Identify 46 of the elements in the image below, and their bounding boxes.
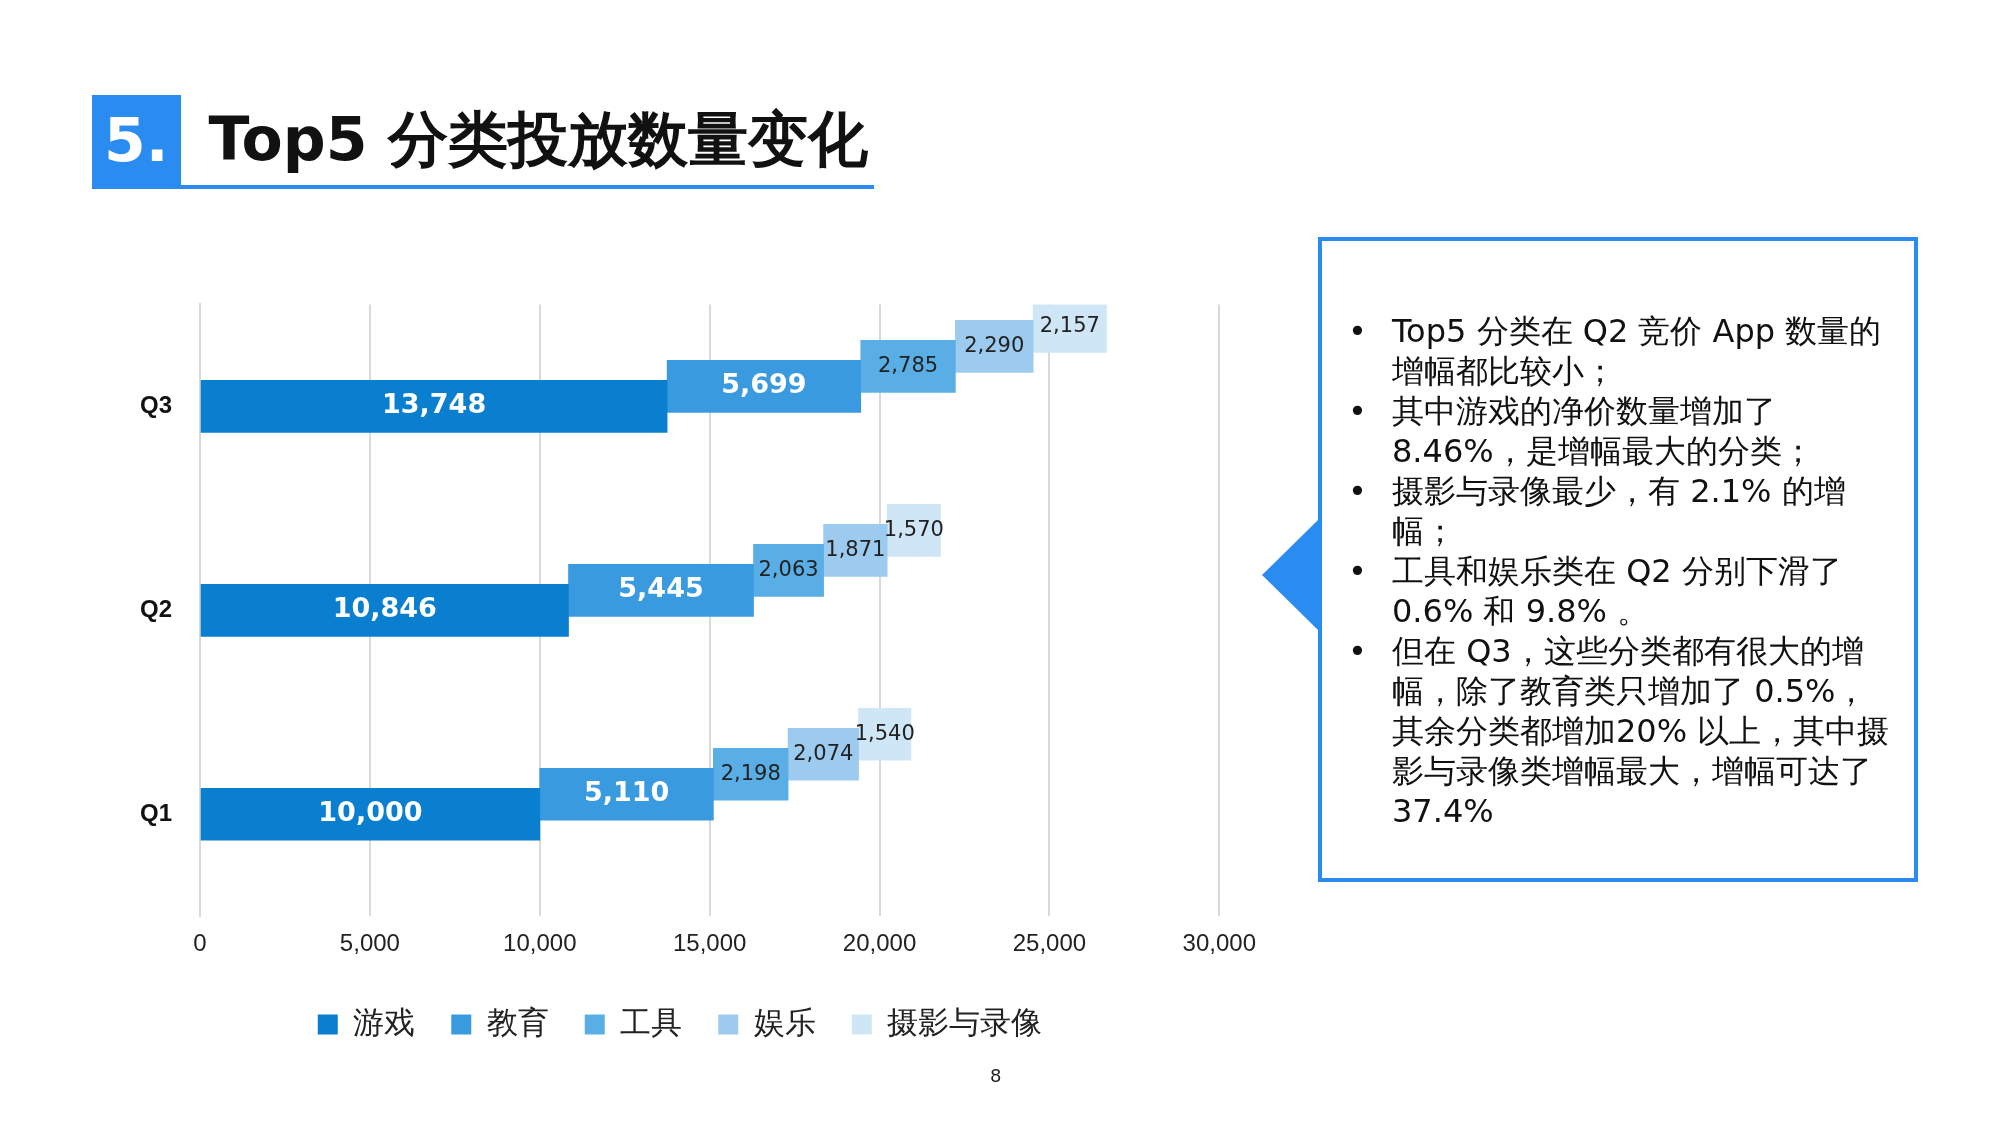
bar (823, 523, 888, 577)
legend-label: 游戏 (353, 1005, 416, 1041)
bar (200, 583, 569, 637)
text: • 摄影与录像最少，有 2.1% 的增幅； (1348, 471, 1847, 551)
data-label: 2,074 (793, 740, 854, 765)
bar (860, 340, 956, 393)
text: • 工具和娱乐类在 Q2 分别下滑了 0.6% 和 9.8% 。 (1348, 551, 1843, 631)
x-tick-label: 5,000 (339, 929, 400, 957)
data-label: 13,748 (381, 388, 487, 420)
data-label: 1,871 (825, 536, 886, 561)
text: • 其中游戏的净价数量增加了 8.46%，是增幅最大的分类； (1348, 391, 1815, 471)
data-label: 10,000 (318, 796, 423, 828)
text: 8 (990, 1065, 1002, 1086)
legend-label: 教育 (486, 1005, 549, 1041)
x-tick-label: 15,000 (672, 929, 747, 957)
bar (200, 380, 668, 433)
chart-title: 5. Top5 分类投放数量变化 (92, 95, 875, 189)
bar (787, 727, 859, 781)
data-label: 2,157 (1039, 312, 1100, 337)
bar (666, 360, 862, 413)
data-label: 5,699 (721, 368, 807, 400)
text: • 但在 Q3，这些分类都有很大的增幅，除了教育类只增加了 0.5%，其余分类都增加20% 以上，其中摄影与录像类增幅最大，增幅可达了 37.4% (1348, 631, 1891, 831)
data-label: 2,198 (720, 760, 781, 785)
y-tick-label: Q1 (140, 798, 173, 826)
data-label: 10,846 (332, 592, 437, 624)
bar (539, 767, 714, 821)
bar (568, 563, 754, 617)
x-tick-label: 0 (193, 929, 207, 957)
x-tick-label: 25,000 (1012, 929, 1087, 957)
data-label: 5,445 (618, 572, 704, 604)
data-label: 2,290 (964, 332, 1025, 357)
data-label: 5,110 (583, 776, 670, 808)
x-tick-label: 30,000 (1182, 929, 1256, 957)
legend-label: 摄影与录像 (887, 1005, 1043, 1041)
text: • Top5 分类在 Q2 竞价 App 数量的增幅都比较小； (1348, 311, 1883, 391)
bar (200, 787, 541, 841)
legend-label: 娱乐 (753, 1005, 816, 1041)
data-label: 2,063 (758, 556, 819, 581)
x-tick-label: 10,000 (503, 929, 577, 957)
data-label: 1,540 (854, 720, 915, 745)
x-tick-label: 20,000 (842, 929, 917, 957)
y-tick-label: Q3 (140, 390, 173, 418)
y-tick-label: Q2 (140, 594, 173, 622)
data-label: 2,785 (878, 352, 939, 377)
legend-label: 工具 (620, 1005, 683, 1041)
data-label: 1,570 (883, 516, 944, 541)
